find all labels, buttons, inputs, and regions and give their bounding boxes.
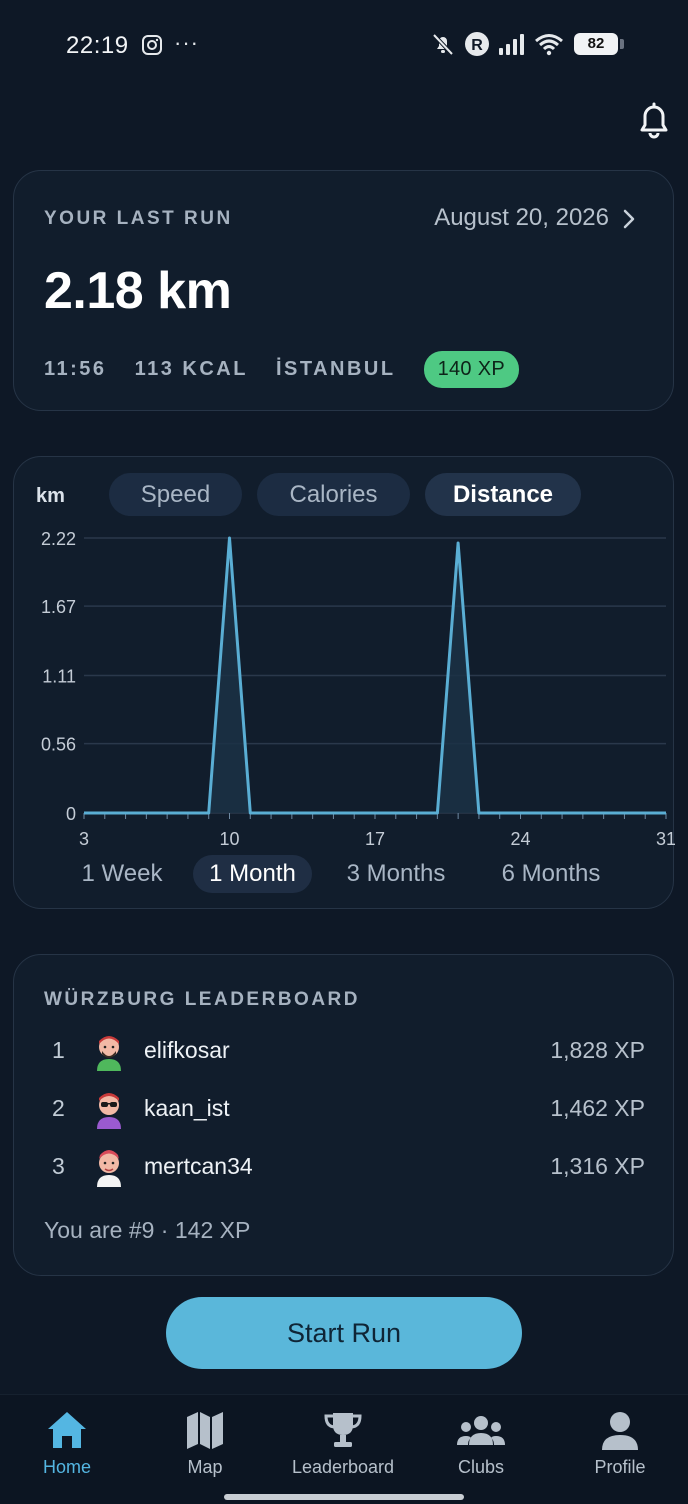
chart-x-tick-label: 31 — [656, 829, 675, 849]
last-run-time: 11:56 — [44, 358, 107, 380]
trophy-icon — [324, 1413, 362, 1447]
leaderboard-name: mertcan34 — [144, 1153, 253, 1179]
chart-y-tick-label: 2.22 — [41, 529, 76, 549]
chart-unit-label: km — [36, 485, 65, 507]
leaderboard-xp: 1,828 XP — [550, 1037, 645, 1063]
chart-y-tick-label: 1.11 — [42, 667, 76, 687]
status-bar: 22:19 ··· R 82 — [0, 0, 688, 90]
nav-label: Home — [42, 1457, 91, 1477]
nav-label: Map — [187, 1457, 223, 1477]
home-icon — [48, 1412, 86, 1448]
metric-tab-distance[interactable]: Distance — [425, 473, 581, 516]
stats-chart-card: km Speed Calories Distance 2.22 1.67 1.11 0… — [13, 456, 675, 909]
chart-y-tick-label: 1.67 — [41, 597, 76, 617]
leaderboard-row[interactable]: 3 mertcan34 1,316 XP — [14, 1145, 675, 1189]
range-1-week[interactable]: 1 Week — [81, 860, 163, 887]
chart-y-tick-label: 0 — [66, 804, 76, 824]
more-notifications-icon: ··· — [174, 30, 199, 55]
nav-map[interactable]: Map — [145, 1409, 265, 1479]
leaderboard-name: kaan_ist — [144, 1095, 230, 1121]
signal-icon — [499, 34, 524, 55]
start-run-button[interactable]: Start Run — [166, 1297, 522, 1369]
chart-series-area — [84, 538, 666, 813]
battery-icon: 82 — [574, 31, 624, 57]
nav-clubs[interactable]: Clubs — [421, 1409, 541, 1479]
metric-tab-calories[interactable]: Calories — [257, 473, 410, 516]
gesture-home-indicator[interactable] — [224, 1494, 464, 1500]
leaderboard-title: WÜRZBURG LEADERBOARD — [44, 989, 360, 1010]
map-icon — [187, 1412, 223, 1449]
avatar — [97, 1093, 121, 1129]
last-run-label: YOUR LAST RUN — [44, 208, 233, 229]
nav-home[interactable]: Home — [7, 1409, 127, 1479]
mute-bell-icon — [432, 33, 454, 56]
range-3-months[interactable]: 3 Months — [346, 860, 446, 887]
leaderboard-name: elifkosar — [144, 1037, 230, 1063]
avatar — [97, 1036, 121, 1071]
wifi-icon — [535, 34, 563, 56]
nav-label: Leaderboard — [291, 1457, 395, 1477]
last-run-distance: 2.18 km — [44, 262, 232, 320]
svg-text:R: R — [471, 37, 483, 54]
battery-level: 82 — [587, 35, 605, 52]
bottom-navigation: Home Map Leaderboard Clubs — [0, 1394, 688, 1504]
last-run-date: August 20, 2026 — [434, 204, 609, 231]
leaderboard-xp: 1,316 XP — [550, 1153, 645, 1179]
chart-y-tick-label: 0.56 — [41, 735, 76, 755]
leaderboard-row[interactable]: 1 elifkosar 1,828 XP — [14, 1029, 675, 1073]
chart-x-tick-label: 24 — [510, 829, 530, 849]
distance-chart: 2.22 1.67 1.11 0.56 03 10 17 24 31 — [41, 529, 675, 849]
chart-x-tick-label: 3 — [79, 829, 89, 849]
avatar — [97, 1150, 121, 1187]
leaderboard-rank: 1 — [52, 1037, 65, 1063]
chart-series-line — [84, 536, 666, 815]
nav-label: Clubs — [457, 1457, 505, 1477]
person-icon — [602, 1412, 638, 1450]
group-icon — [457, 1416, 505, 1445]
chart-x-tick-label: 10 — [219, 829, 239, 849]
leaderboard-rank: 3 — [52, 1153, 65, 1179]
last-run-card[interactable]: YOUR LAST RUN August 20, 2026 2.18 km 11… — [13, 170, 674, 411]
roaming-r-icon: R — [465, 32, 489, 56]
notifications-bell-icon[interactable] — [634, 100, 674, 142]
nav-profile[interactable]: Profile — [560, 1409, 680, 1479]
leaderboard-rank: 2 — [52, 1095, 65, 1121]
leaderboard-row[interactable]: 2 kaan_ist 1,462 XP — [14, 1087, 675, 1131]
chart-x-tick-label: 17 — [365, 829, 385, 849]
last-run-calories: 113 KCAL — [134, 358, 248, 380]
last-run-meta: 11:56 113 KCAL İSTANBUL 140 XP — [44, 351, 519, 388]
leaderboard-card[interactable]: WÜRZBURG LEADERBOARD 1 elifkosar 1,828 X… — [13, 954, 674, 1276]
leaderboard-your-rank: You are #9 · 142 XP — [44, 1217, 251, 1243]
chevron-right-icon — [623, 209, 635, 229]
range-6-months[interactable]: 6 Months — [501, 860, 601, 887]
metric-tab-speed[interactable]: Speed — [109, 473, 242, 516]
range-1-month[interactable]: 1 Month — [193, 855, 312, 893]
status-time: 22:19 — [66, 32, 129, 59]
last-run-city: İSTANBUL — [275, 358, 396, 380]
nav-label: Profile — [594, 1457, 646, 1477]
instagram-icon — [142, 35, 162, 55]
leaderboard-xp: 1,462 XP — [550, 1095, 645, 1121]
nav-leaderboard[interactable]: Leaderboard — [283, 1409, 403, 1479]
xp-badge: 140 XP — [423, 351, 519, 388]
